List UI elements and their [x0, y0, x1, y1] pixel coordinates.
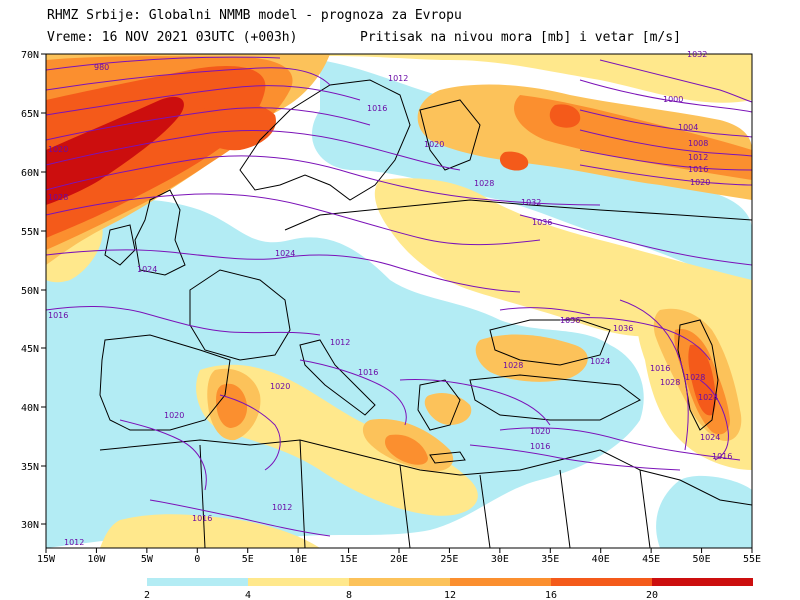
isobar-label: 1028 [503, 361, 523, 370]
colorbar-swatch [652, 578, 753, 586]
lon-tick-label: 10W [87, 554, 106, 565]
wind-speed-field [46, 54, 752, 548]
lon-tick-label: 40E [592, 554, 610, 565]
isobar-label: 1012 [388, 74, 408, 83]
coastlines [99, 79, 752, 548]
isobar-label: 1032 [687, 50, 707, 59]
lon-tick-label: 10E [289, 554, 307, 565]
colorbar-label: 12 [444, 590, 456, 600]
isobar-label: 1000 [663, 95, 683, 104]
isobar-label: 1028 [660, 378, 680, 387]
isobars [46, 56, 752, 537]
isobar-label: 1020 [164, 411, 184, 420]
lon-tick-label: 55E [743, 554, 761, 565]
isobar-label: 1020 [424, 140, 444, 149]
isobar-label: 1028 [48, 193, 68, 202]
colorbar-swatch [349, 578, 450, 586]
isobar-label: 1012 [64, 538, 84, 547]
lon-tick-label: 0 [194, 554, 200, 565]
isobar-label: 1004 [678, 123, 698, 132]
colorbar-label: 8 [346, 590, 352, 600]
lon-tick-label: 30E [491, 554, 509, 565]
wind-band-20-plus [46, 96, 184, 205]
isobar-label: 1036 [532, 218, 552, 227]
isobar-label: 1024 [698, 393, 718, 402]
lon-tick-label: 25E [440, 554, 458, 565]
isobar-label: 1016 [650, 364, 670, 373]
isobar-label: 1016 [367, 104, 387, 113]
isobar-label: 1020 [270, 382, 290, 391]
colorbar-label: 16 [545, 590, 557, 600]
isobar-label: 1016 [530, 442, 550, 451]
lat-tick-label: 35N [21, 462, 39, 473]
lon-tick-label: 5W [141, 554, 154, 565]
colorbar-swatch [551, 578, 652, 586]
field-description: Pritisak na nivou mora [mb] i vetar [m/s… [360, 30, 681, 45]
isobar-label: 1012 [272, 503, 292, 512]
isobar-label: 1028 [474, 179, 494, 188]
colorbar-label: 4 [245, 590, 251, 600]
lat-tick-label: 70N [21, 50, 39, 61]
isobar-label: 1012 [688, 153, 708, 162]
isobar-label: 980 [94, 63, 109, 72]
isobar-label: 1020 [530, 427, 550, 436]
wind-band-16-20 [46, 66, 716, 416]
lat-tick-label: 50N [21, 286, 39, 297]
isobar-labels: 980 1012 1016 1020 1024 1028 1032 1036 1004 1000 1… [48, 50, 732, 547]
lon-tick-label: 35E [541, 554, 559, 565]
colorbar-label: 20 [646, 590, 658, 600]
isobar-label: 1036 [560, 316, 580, 325]
isobar-label: 1024 [700, 433, 720, 442]
lat-tick-label: 55N [21, 227, 39, 238]
isobar-label: 1020 [690, 178, 710, 187]
isobar-label: 1036 [613, 324, 633, 333]
colorbar-swatch [147, 578, 248, 586]
lon-tick-label: 45E [642, 554, 660, 565]
lat-tick-label: 40N [21, 403, 39, 414]
colorbar-swatch [248, 578, 349, 586]
isobar-label: 1016 [712, 452, 732, 461]
latitude-axis: 70N 65N 60N 55N 50N 45N 40N 35N 30N [21, 50, 46, 531]
isobar-label: 1016 [192, 514, 212, 523]
lat-tick-label: 45N [21, 344, 39, 355]
isobar-label: 1016 [688, 165, 708, 174]
isobar-label: 1016 [358, 368, 378, 377]
lon-tick-label: 15W [37, 554, 56, 565]
lon-tick-label: 50E [693, 554, 711, 565]
colorbar-label: 2 [144, 590, 150, 600]
colorbar-swatch [450, 578, 551, 586]
isobar-label: 1020 [48, 145, 68, 154]
isobar-label: 1008 [688, 139, 708, 148]
lon-tick-label: 15E [340, 554, 358, 565]
lat-tick-label: 30N [21, 520, 39, 531]
wind-colorbar: 2 4 8 12 16 20 [144, 578, 753, 600]
lon-tick-label: 20E [390, 554, 408, 565]
isobar-label: 1024 [137, 265, 157, 274]
isobar-label: 1028 [685, 373, 705, 382]
isobar-label: 1024 [275, 249, 295, 258]
lon-tick-label: 5E [242, 554, 254, 565]
map-title: RHMZ Srbije: Globalni NMMB model - progn… [47, 8, 462, 23]
longitude-axis: 15W 10W 5W 0 5E 10E 15E 20E 25E 30E 35E 40E 45E 50E 55… [37, 548, 761, 565]
forecast-time: Vreme: 16 NOV 2021 03UTC (+003h) [47, 30, 298, 45]
lat-tick-label: 65N [21, 109, 39, 120]
isobar-label: 1016 [48, 311, 68, 320]
isobar-label: 1012 [330, 338, 350, 347]
isobar-label: 1032 [521, 198, 541, 207]
lat-tick-label: 60N [21, 168, 39, 179]
isobar-label: 1024 [590, 357, 610, 366]
